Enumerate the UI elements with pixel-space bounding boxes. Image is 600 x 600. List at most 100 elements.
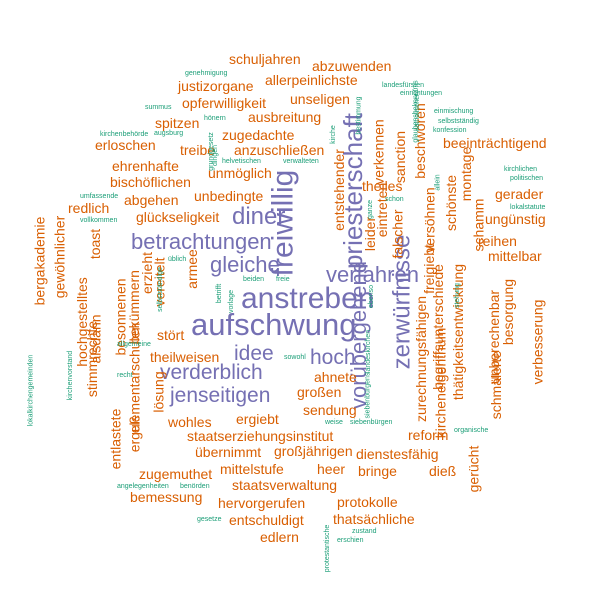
- word-verkennen: verkennen: [370, 119, 387, 185]
- word-versoehnen: versöhnen: [421, 187, 438, 253]
- word-zurechnungsfaehigen: zurechnungsfähigen: [413, 295, 430, 423]
- word-allein: allein: [434, 174, 442, 191]
- word-unbedingte: unbedingte: [194, 188, 264, 204]
- word-summus: summus: [145, 104, 172, 111]
- word-kirchenvorstand: kirchenvorstand: [67, 350, 75, 401]
- word-kirche: kirche: [329, 125, 337, 144]
- word-freie: freie: [276, 276, 290, 283]
- word-ganze: ganze: [367, 199, 375, 220]
- word-ergiebt: ergiebt: [236, 411, 279, 427]
- word-konfession: konfession: [433, 127, 467, 134]
- word-idee: idee: [234, 342, 274, 365]
- word-weise: weise: [325, 419, 343, 426]
- word-stehung: stehung: [453, 283, 461, 308]
- word-grossjaehrigen: großjährigen: [274, 443, 353, 459]
- word-entstehender: entstehender: [330, 149, 347, 231]
- word-theiles: theiles: [362, 178, 403, 194]
- word-einrichtungen: einrichtungen: [400, 90, 443, 97]
- word-entlastete: entlastete: [107, 408, 124, 470]
- word-gesetze: gesetze: [197, 516, 222, 523]
- word-hervorgerufen: hervorgerufen: [218, 495, 306, 511]
- word-alsdann: alsdann: [87, 314, 104, 364]
- word-hoenern: hönern: [204, 115, 226, 122]
- word-kirchlichen: kirchlichen: [504, 166, 538, 173]
- word-jenseitigen: jenseitigen: [170, 384, 271, 407]
- word-sanction: sanction: [392, 130, 409, 184]
- word-gleiche: gleiche: [210, 252, 280, 277]
- word-schmaelerte: schmälerte: [488, 350, 505, 420]
- word-genehmigung: genehmigung: [185, 70, 228, 77]
- word-erloschen: erloschen: [95, 137, 156, 153]
- word-verderblich: verderblich: [160, 361, 263, 384]
- word-augsburg: augsburg: [154, 130, 184, 137]
- word-geruecht: gerücht: [465, 445, 482, 493]
- word-allerpeinlichste: allerpeinlichste: [265, 72, 358, 88]
- word-siebenbuergen: siebenbürgen: [350, 419, 393, 426]
- word-betrachtungen: betrachtungen: [131, 229, 272, 254]
- word-armee: armee: [183, 249, 200, 289]
- word-protestantische: protestantische: [324, 524, 332, 573]
- word-dingen: dingen: [212, 144, 220, 167]
- word-bemessung: bemessung: [130, 489, 203, 505]
- word-staatsverwaltung: staatsverwaltung: [232, 477, 338, 493]
- word-angelegenheiten: angelegenheiten: [117, 483, 169, 490]
- word-eintreten: eintreten: [374, 182, 391, 238]
- word-hoch: hoch: [310, 346, 356, 369]
- word-mittelbar: mittelbar: [488, 248, 542, 264]
- word-diess: dieß: [429, 463, 457, 479]
- word-loesung: lösung: [150, 371, 167, 413]
- word-reform: reform: [408, 427, 449, 443]
- word-zugemuthet: zugemuthet: [139, 466, 213, 482]
- word-allgemeine: allgemeine: [117, 341, 151, 348]
- word-lokalkirchengemeinden: lokalkirchengemeinden: [27, 354, 35, 427]
- word-umfassende: umfassende: [80, 193, 119, 200]
- word-politischen: politischen: [510, 175, 544, 182]
- word-vorlage: vorlage: [227, 290, 235, 313]
- word-ehrenhafte: ehrenhafte: [112, 158, 179, 174]
- word-schuljahren: schuljahren: [229, 51, 301, 67]
- word-aufschwung: aufschwung: [191, 307, 357, 342]
- word-verbesserung: verbesserung: [529, 299, 546, 385]
- word-gewoehnlicher: gewöhnlicher: [51, 215, 68, 299]
- word-benoerden: benörden: [180, 483, 210, 490]
- word-kirchenbehoerde: kirchenbehörde: [100, 131, 149, 138]
- word-abgehen: abgehen: [124, 192, 179, 208]
- word-zugedachte: zugedachte: [222, 127, 295, 143]
- word-stoert: stört: [157, 327, 185, 343]
- word-sowohl: sowohl: [284, 354, 306, 361]
- word-selbststaendig: selbstständig: [438, 118, 479, 125]
- word-verwalteten: verwalteten: [283, 158, 319, 165]
- word-bischoeflichen: bischöflichen: [110, 174, 191, 190]
- word-schoenste: schönste: [443, 174, 460, 232]
- word-organische: organische: [454, 427, 489, 434]
- word-wohles: wohles: [168, 414, 212, 430]
- word-katholischen: katholischen: [413, 92, 421, 131]
- word-anzuschliessen: anzuschließen: [234, 142, 325, 158]
- word-treibe: treibe: [180, 142, 216, 158]
- word-edlern: edlern: [260, 529, 299, 545]
- word-ausbreitung: ausbreitung: [248, 109, 322, 125]
- word-mittelstufe: mittelstufe: [220, 461, 284, 477]
- word-verfahren: verfahren: [326, 262, 419, 287]
- word-heer: heer: [317, 461, 346, 477]
- word-ueblich: üblich: [168, 256, 187, 263]
- word-unseligen: unseligen: [290, 91, 350, 107]
- word-anstreben: anstreben: [241, 282, 375, 315]
- word-spitzen: spitzen: [155, 115, 200, 131]
- word-landesfuersten: landesfürsten: [382, 82, 425, 89]
- word-reihen: reihen: [478, 233, 517, 249]
- word-helvetischen: helvetischen: [222, 158, 261, 165]
- word-falscher: falscher: [389, 209, 406, 259]
- word-theilweisen: theilweisen: [150, 349, 220, 365]
- word-schamm: schamm: [470, 198, 487, 252]
- word-opferwilligkeit: opferwilligkeit: [182, 95, 267, 111]
- word-vollkommen: vollkommen: [80, 217, 118, 224]
- word-bringe: bringe: [358, 463, 397, 479]
- word-sendung: sendung: [303, 402, 357, 418]
- word-kircheneigenthum: kircheneigenthum: [432, 327, 449, 439]
- word-staatserziehungsinstitut: staatserziehungsinstitut: [187, 428, 334, 444]
- word-besorgung: besorgung: [500, 278, 517, 346]
- word-glueckseligkeit: glückseligkeit: [136, 209, 220, 225]
- word-uebernimmt: übernimmt: [195, 444, 262, 460]
